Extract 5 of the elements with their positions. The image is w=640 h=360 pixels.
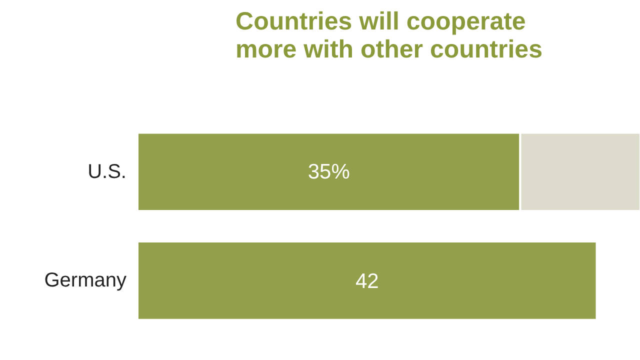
data-label: 35% xyxy=(308,160,350,184)
y-tick-label: U.S. xyxy=(88,160,127,183)
chart-title: Countries will cooperate more with other countries xyxy=(236,8,542,64)
y-tick-label: Germany xyxy=(44,270,127,292)
data-label: 42 xyxy=(355,270,379,294)
